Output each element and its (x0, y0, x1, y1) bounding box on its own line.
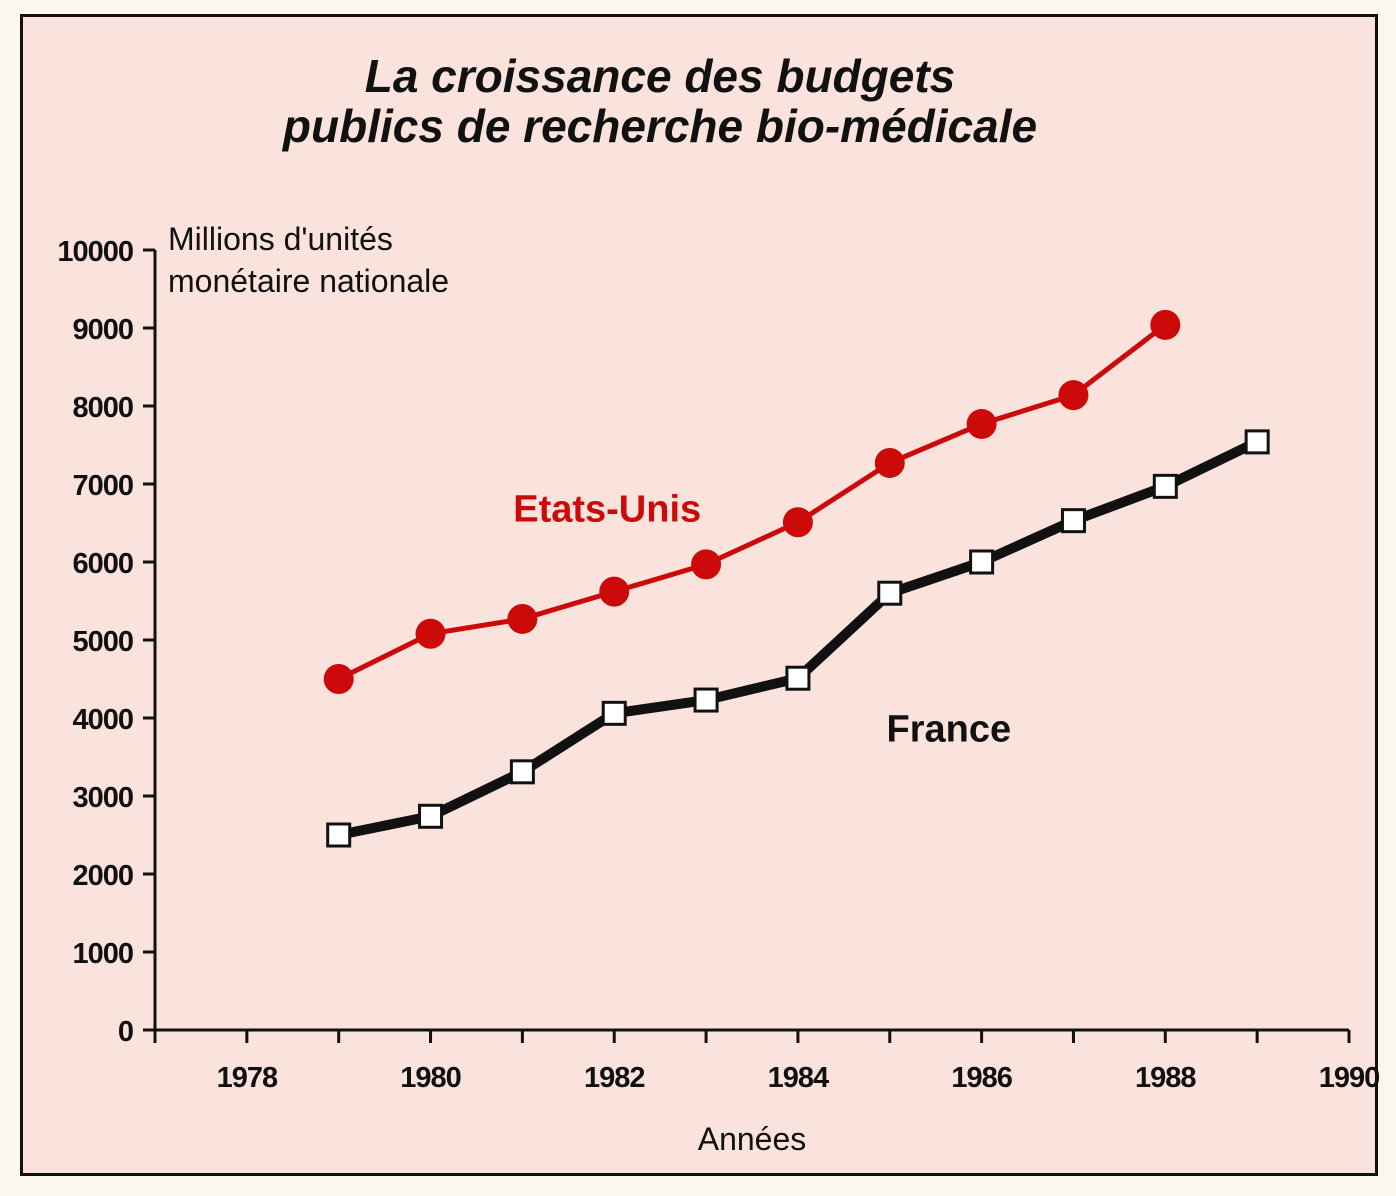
data-point-marker (1058, 380, 1089, 411)
axes (153, 250, 1349, 1032)
y-tick-label: 2000 (72, 860, 133, 892)
chart-title-line-2: publics de recherche bio-médicale (281, 100, 1037, 152)
x-tick-label: 1978 (217, 1062, 278, 1094)
y-tick-label: 1000 (72, 938, 133, 970)
x-tick-label: 1986 (951, 1062, 1012, 1094)
chart-title: La croissance des budgets publics de rec… (281, 50, 1037, 152)
series-france (326, 429, 1270, 848)
chart-frame (20, 14, 1378, 1176)
series-label-etats-unis: Etats-Unis (513, 489, 701, 531)
data-point-marker (418, 803, 444, 829)
series-line (337, 322, 1167, 682)
data-point-marker (415, 618, 446, 649)
y-axis-title-line-2: monétaire nationale (168, 263, 449, 299)
data-point-marker (507, 603, 538, 634)
y-axis-title: Millions d'unités monétaire nationale (168, 221, 449, 299)
data-point-marker (601, 700, 627, 726)
data-point-marker (323, 664, 354, 694)
x-axis-title: Années (698, 1121, 807, 1157)
x-tick-label: 1982 (584, 1062, 645, 1094)
data-point-marker (1244, 429, 1270, 455)
y-tick-label: 10000 (57, 236, 133, 268)
y-ticks: 0 1000 2000 3000 4000 5000 6000 7000 8000 9000 100… (57, 236, 155, 1048)
data-point-marker (1060, 508, 1086, 534)
chart-title-line-1: La croissance des budgets (365, 50, 956, 102)
data-point-marker (1152, 473, 1178, 499)
data-point-marker (782, 507, 813, 538)
data-point-marker (874, 447, 905, 478)
y-tick-label: 5000 (72, 626, 133, 658)
y-tick-label: 8000 (72, 392, 133, 424)
data-point-marker (877, 580, 903, 606)
x-tick-label: 1984 (768, 1062, 829, 1094)
data-point-marker (691, 549, 722, 580)
x-tick-label: 1980 (400, 1062, 461, 1094)
data-point-marker (969, 549, 995, 575)
x-ticks: 1978 1980 1982 1984 1986 1988 1990 (153, 1030, 1380, 1094)
series-line (337, 437, 1260, 840)
data-point-marker (599, 576, 630, 607)
y-axis-title-line-1: Millions d'unités (168, 221, 393, 257)
y-tick-label: 3000 (72, 782, 133, 814)
data-point-marker (785, 665, 811, 691)
data-point-marker (1150, 309, 1181, 340)
y-tick-label: 0 (118, 1016, 133, 1048)
x-tick-label: 1988 (1135, 1062, 1196, 1094)
y-tick-label: 6000 (72, 548, 133, 580)
data-point-marker (509, 759, 535, 785)
series-layer (323, 309, 1270, 848)
series-etats-unis (323, 309, 1181, 694)
y-tick-label: 4000 (72, 704, 133, 736)
y-tick-label: 7000 (72, 470, 133, 502)
series-label-france: France (887, 708, 1012, 750)
data-point-marker (693, 687, 719, 713)
y-tick-label: 9000 (72, 314, 133, 346)
data-point-marker (966, 408, 997, 439)
x-tick-label: 1990 (1319, 1062, 1380, 1094)
data-point-marker (326, 822, 352, 848)
